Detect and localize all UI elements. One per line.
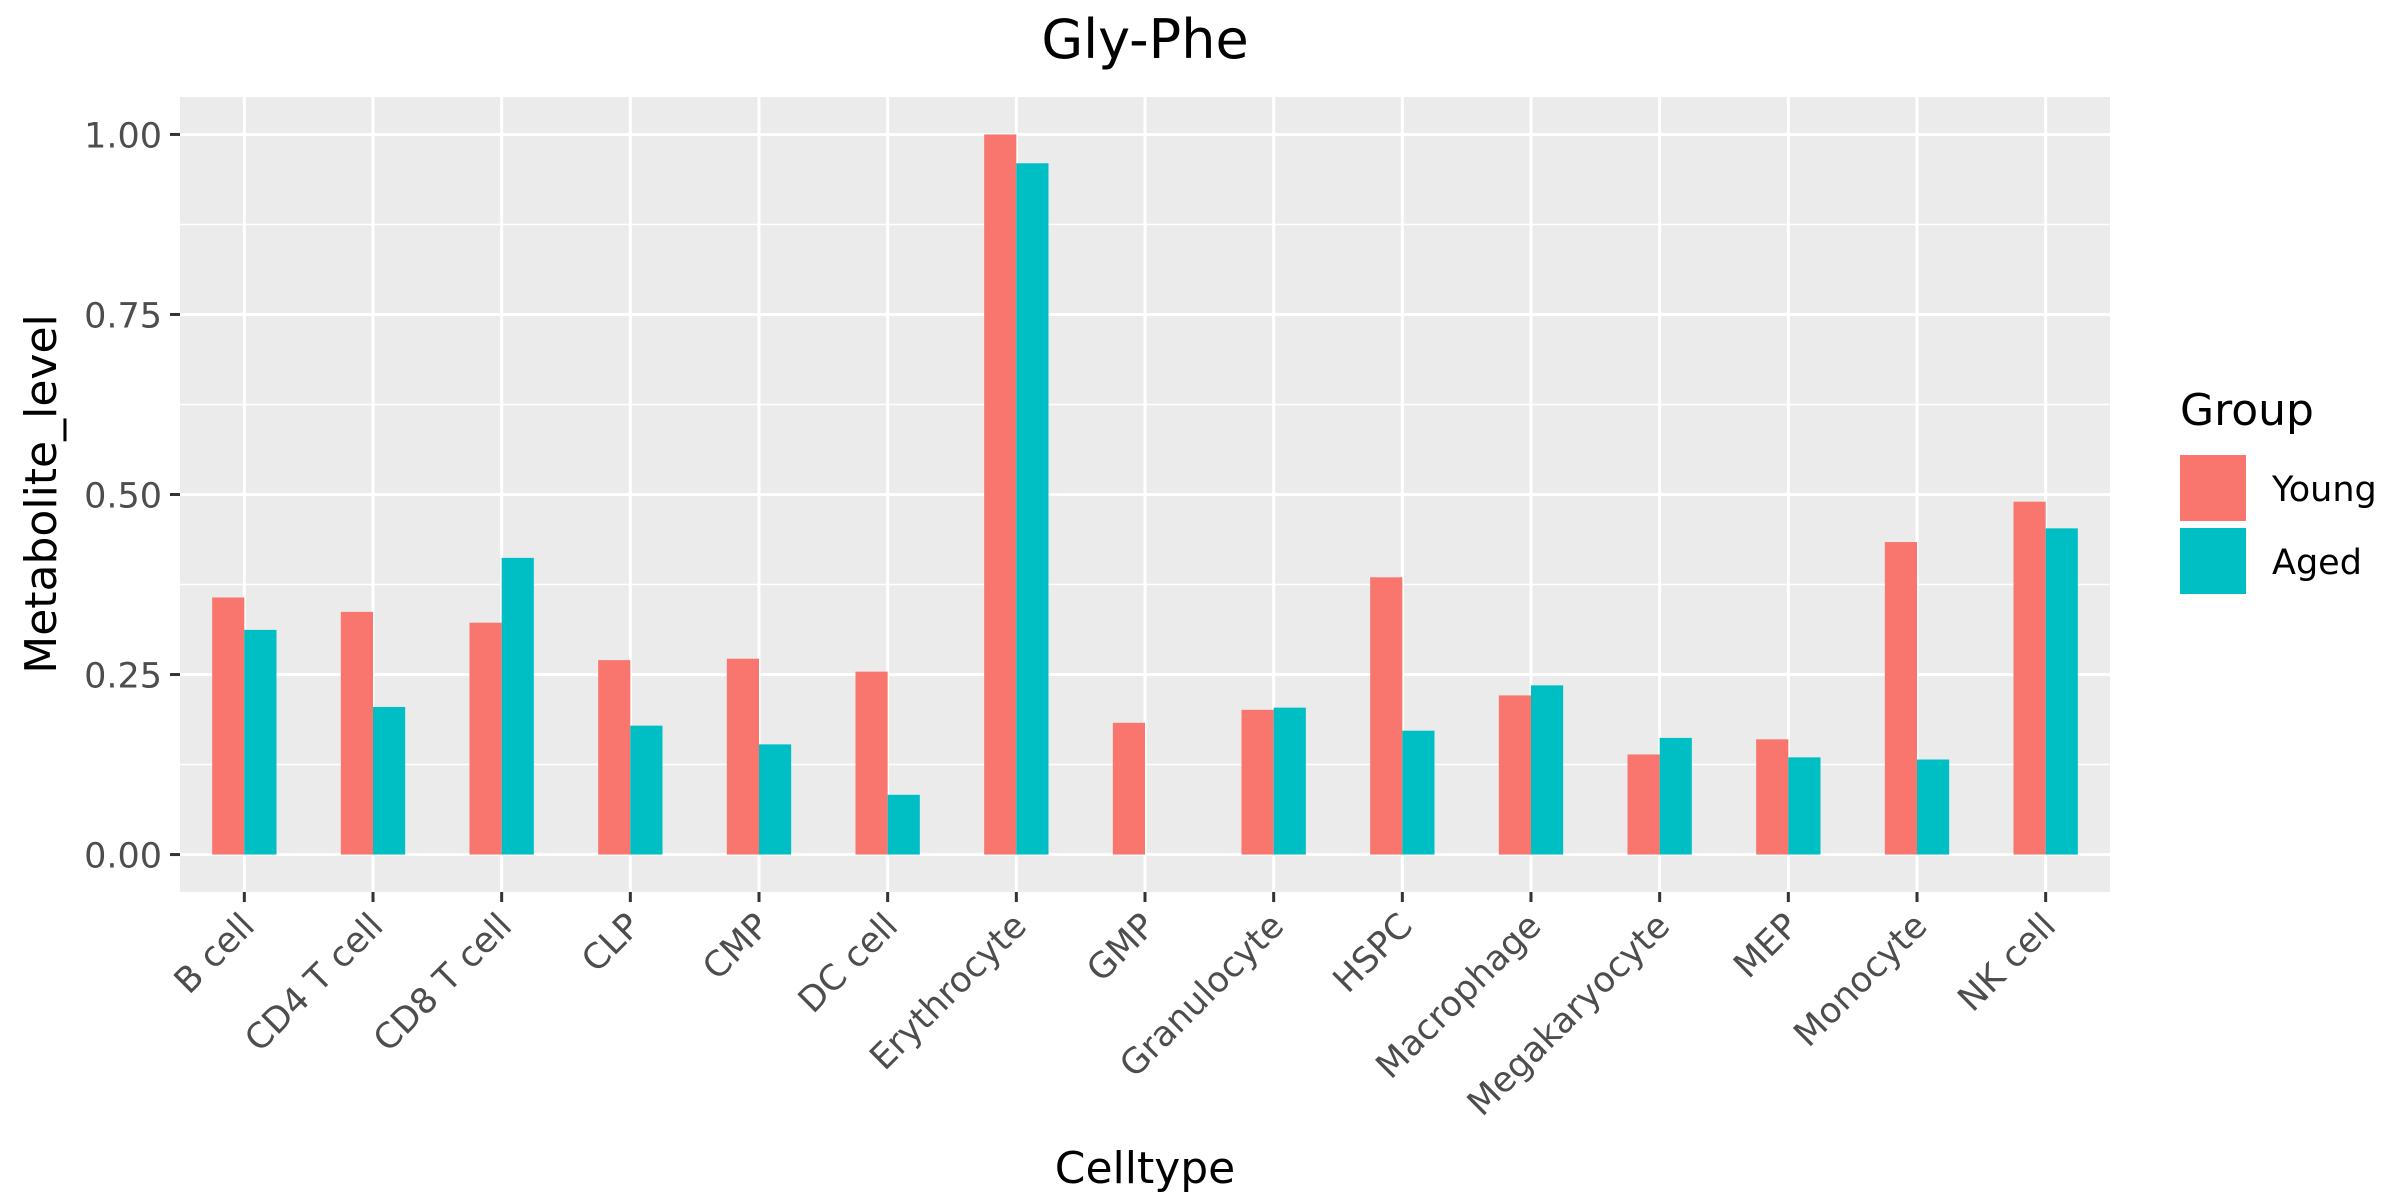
bar-aged [1659,737,1692,855]
bar-young [855,671,888,855]
chart-title: Gly-Phe [1041,8,1248,71]
y-tick-label: 0.50 [84,477,162,517]
bar-young [469,622,502,855]
bar-young [598,660,631,855]
x-tick-label: CD8 T cell [366,906,520,1060]
legend-items: Young Aged [2180,455,2377,594]
bar-aged [501,557,534,855]
bar-young [1756,739,1789,855]
bar-young [1112,722,1145,855]
x-tick-label: DC cell [791,906,906,1021]
bar-aged [1402,730,1435,855]
bars [212,134,2078,855]
y-tick-label: 0.25 [84,657,162,697]
bar-young [1241,709,1274,855]
bar-young [1498,695,1531,855]
legend-label: Young [2271,470,2377,510]
bar-aged [759,744,792,855]
x-tick-label: HSPC [1326,906,1421,1001]
legend-title: Group [2180,385,2314,436]
legend-swatch-aged [2180,528,2246,594]
y-tick-label: 0.00 [84,837,162,877]
bar-young [1370,577,1403,855]
y-axis-title: Metabolite_level [16,314,67,674]
bar-aged [1788,757,1821,855]
bar-young [340,611,373,855]
x-tick-label: Monocyte [1787,906,1936,1055]
x-axis-title: Celltype [1055,1143,1236,1194]
bar-young [2013,501,2046,855]
bar-aged [373,706,406,855]
bar-young [212,597,245,855]
bar-aged [887,794,920,855]
x-tick-label: GMP [1080,906,1164,990]
y-axis: 0.00 0.25 0.50 0.75 1.00 [84,116,180,877]
bar-aged [244,629,277,855]
bar-aged [1273,707,1306,855]
bar-aged [1917,759,1950,855]
x-tick-label: CD4 T cell [238,906,392,1060]
x-tick-label: CLP [574,906,648,980]
x-tick-label: B cell [167,906,263,1002]
bar-young [984,134,1017,855]
bar-aged [1016,163,1049,855]
legend: Group Young Aged [2180,385,2377,594]
x-tick-label: MEP [1726,906,1806,986]
y-tick-label: 0.75 [84,296,162,336]
y-tick-label: 1.00 [84,116,162,156]
bar-young [726,658,759,855]
bar-aged [1531,685,1564,855]
bar-aged [630,725,663,855]
bar-aged [2045,528,2078,855]
bar-young [1884,542,1917,855]
legend-swatch-young [2180,455,2246,521]
bar-young [1627,754,1660,855]
legend-label: Aged [2272,543,2362,583]
x-tick-label: CMP [696,906,778,988]
x-tick-label: NK cell [1951,906,2064,1019]
